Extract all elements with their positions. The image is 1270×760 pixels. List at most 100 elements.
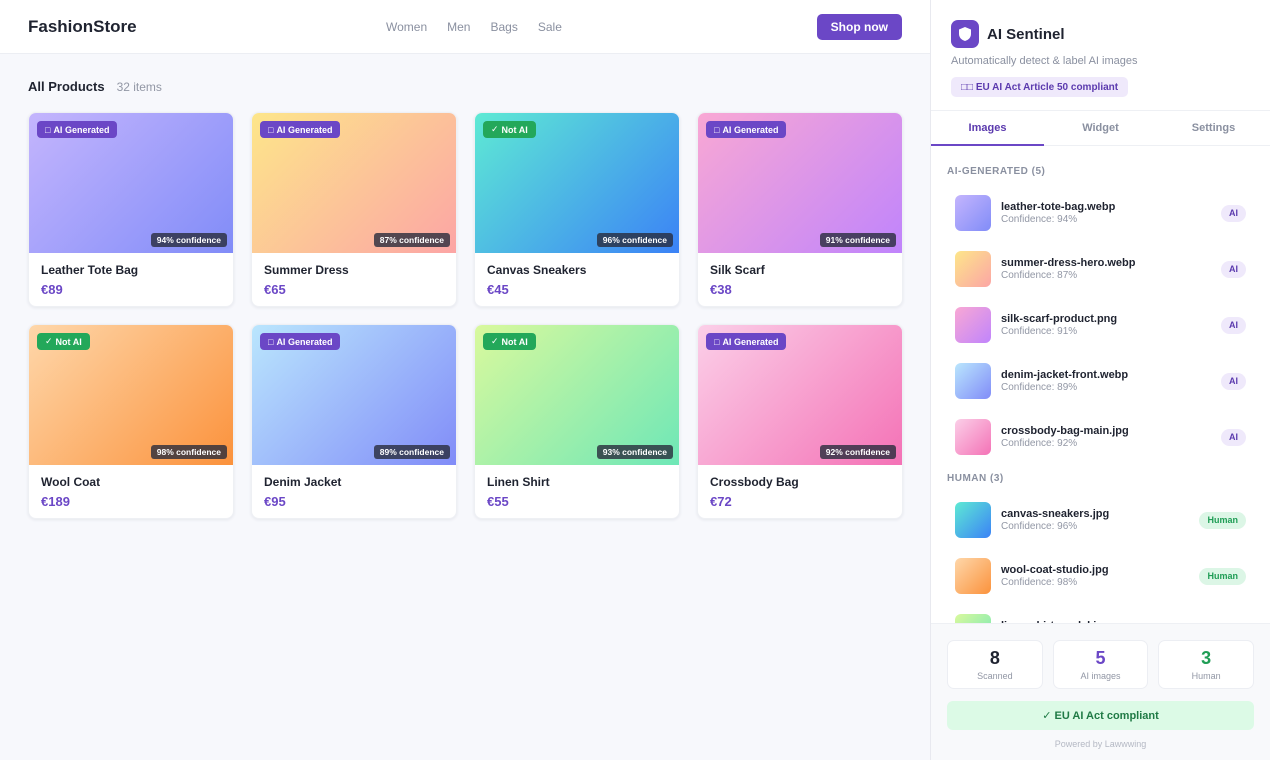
classification-tag: AI	[1221, 316, 1246, 334]
image-thumbnail	[955, 419, 991, 455]
classification-tag: Human	[1199, 511, 1246, 529]
confidence-badge: 98% confidence	[150, 445, 227, 459]
ai-square-icon: □	[45, 124, 51, 135]
product-image[interactable]: □ AI Generated 87% confidence	[252, 113, 456, 253]
product-name[interactable]: Canvas Sneakers	[487, 263, 587, 277]
image-confidence: Confidence: 87%	[1001, 270, 1078, 281]
product-name[interactable]: Denim Jacket	[264, 475, 342, 489]
product-price: €38	[710, 282, 732, 297]
image-list-item[interactable]: silk-scarf-product.png Confidence: 91% AI	[947, 297, 1254, 353]
ai-label-badge: □ AI Generated	[260, 121, 341, 138]
ai-square-icon: □	[268, 336, 274, 347]
image-confidence: Confidence: 92%	[1001, 438, 1078, 449]
store-header: FashionStore Women Men Bags Sale Shop no…	[0, 0, 930, 54]
confidence-badge: 93% confidence	[596, 445, 673, 459]
image-filename: linen-shirt-model.jpg	[1001, 620, 1199, 623]
product-image[interactable]: □ AI Generated 91% confidence	[698, 113, 902, 253]
image-list-item[interactable]: crossbody-bag-main.jpg Confidence: 92% AI	[947, 409, 1254, 465]
product-card[interactable]: ✓ Not AI 93% confidence Linen Shirt €55	[474, 324, 680, 519]
ai-square-icon: □	[268, 124, 274, 135]
item-count: 32 items	[116, 80, 162, 94]
product-image[interactable]: □ AI Generated 89% confidence	[252, 325, 456, 465]
product-name[interactable]: Crossbody Bag	[710, 475, 799, 489]
confidence-badge: 91% confidence	[819, 233, 896, 247]
product-image[interactable]: □ AI Generated 94% confidence	[29, 113, 233, 253]
classification-tag: AI	[1221, 428, 1246, 446]
classification-tag: AI	[1221, 204, 1246, 222]
ai-square-icon: □	[714, 124, 720, 135]
product-name[interactable]: Leather Tote Bag	[41, 263, 139, 277]
classification-tag: AI	[1221, 372, 1246, 390]
image-confidence: Confidence: 96%	[1001, 521, 1078, 532]
stat-value: 8	[989, 648, 1000, 668]
image-list-item[interactable]: wool-coat-studio.jpg Confidence: 98% Human	[947, 548, 1254, 604]
powered-by: Powered by Lawwwing	[1054, 739, 1147, 749]
product-image[interactable]: □ AI Generated 92% confidence	[698, 325, 902, 465]
product-price: €45	[487, 282, 509, 297]
product-image[interactable]: ✓ Not AI 93% confidence	[475, 325, 679, 465]
stat-label: Scanned	[977, 671, 1013, 681]
ai-label-badge: □ AI Generated	[260, 333, 341, 350]
image-list-item[interactable]: canvas-sneakers.jpg Confidence: 96% Human	[947, 492, 1254, 548]
product-image[interactable]: ✓ Not AI 96% confidence	[475, 113, 679, 253]
confidence-badge: 96% confidence	[596, 233, 673, 247]
ai-label-badge: □ AI Generated	[706, 333, 787, 350]
check-icon: ✓	[45, 336, 53, 346]
shield-icon	[951, 20, 979, 48]
product-card[interactable]: □ AI Generated 89% confidence Denim Jacket €…	[251, 324, 457, 519]
nav-link-men[interactable]: Men	[447, 20, 471, 34]
product-card[interactable]: □ AI Generated 91% confidence Silk Scarf €38	[697, 112, 903, 307]
image-list-item[interactable]: denim-jacket-front.webp Confidence: 89% AI	[947, 353, 1254, 409]
check-icon: ✓	[491, 124, 499, 134]
image-thumbnail	[955, 307, 991, 343]
product-image[interactable]: ✓ Not AI 98% confidence	[29, 325, 233, 465]
image-confidence: Confidence: 98%	[1001, 577, 1078, 588]
ai-label-badge: ✓ Not AI	[37, 333, 90, 350]
shop-now-button[interactable]: Shop now	[816, 14, 902, 40]
store-nav: Women Men Bags Sale	[386, 0, 562, 54]
storefront: FashionStore Women Men Bags Sale Shop no…	[0, 0, 930, 519]
classification-tag: Human	[1199, 567, 1246, 585]
ai-label-badge: □ AI Generated	[37, 121, 118, 138]
panel-title: AI Sentinel	[987, 25, 1065, 43]
check-icon: ✓	[491, 336, 499, 346]
panel-header: AI Sentinel Automatically detect & label…	[931, 0, 1270, 111]
image-thumbnail	[955, 195, 991, 231]
image-list[interactable]: AI-GENERATED (5) leather-tote-bag.webp Co…	[931, 146, 1270, 623]
image-filename: leather-tote-bag.webp	[1001, 201, 1116, 213]
nav-link-sale[interactable]: Sale	[537, 20, 562, 34]
product-name[interactable]: Summer Dress	[264, 263, 349, 277]
image-thumbnail	[955, 363, 991, 399]
product-card[interactable]: □ AI Generated 87% confidence Summer Dress €…	[251, 112, 457, 307]
product-name[interactable]: Wool Coat	[41, 475, 101, 489]
product-card[interactable]: ✓ Not AI 98% confidence Wool Coat €189	[28, 324, 234, 519]
image-thumbnail	[955, 251, 991, 287]
store-logo[interactable]: FashionStore	[28, 16, 137, 36]
product-price: €89	[41, 282, 63, 297]
nav-link-bags[interactable]: Bags	[490, 20, 518, 34]
product-name[interactable]: Linen Shirt	[487, 475, 550, 489]
product-name[interactable]: Silk Scarf	[710, 263, 765, 277]
stat-card: 3 Human	[1158, 640, 1255, 689]
compliance-status: ✓ EU AI Act compliant	[947, 701, 1254, 730]
nav-link-women[interactable]: Women	[386, 20, 428, 34]
image-confidence: Confidence: 91%	[1001, 326, 1078, 337]
product-card[interactable]: □ AI Generated 94% confidence Leather Tote …	[28, 112, 234, 307]
panel-subtitle: Automatically detect & label AI images	[951, 55, 1138, 67]
product-card[interactable]: ✓ Not AI 96% confidence Canvas Sneakers €45	[474, 112, 680, 307]
panel-tabs: Images Widget Settings	[931, 111, 1270, 146]
stat-label: Human	[1191, 671, 1221, 681]
section-title: All Products	[28, 79, 105, 94]
image-thumbnail	[955, 558, 991, 594]
stat-card: 8 Scanned	[947, 640, 1043, 689]
stat-label: AI images	[1080, 671, 1121, 681]
image-list-item[interactable]: summer-dress-hero.webp Confidence: 87% AI	[947, 241, 1254, 297]
tab-images[interactable]: Images	[931, 111, 1044, 146]
image-filename: summer-dress-hero.webp	[1001, 257, 1136, 269]
tab-widget[interactable]: Widget	[1082, 122, 1119, 134]
image-list-item[interactable]: leather-tote-bag.webp Confidence: 94% AI	[947, 185, 1254, 241]
tab-settings[interactable]: Settings	[1191, 122, 1236, 134]
product-card[interactable]: □ AI Generated 92% confidence Crossbody Bag…	[697, 324, 903, 519]
image-confidence: Confidence: 94%	[1001, 214, 1078, 225]
